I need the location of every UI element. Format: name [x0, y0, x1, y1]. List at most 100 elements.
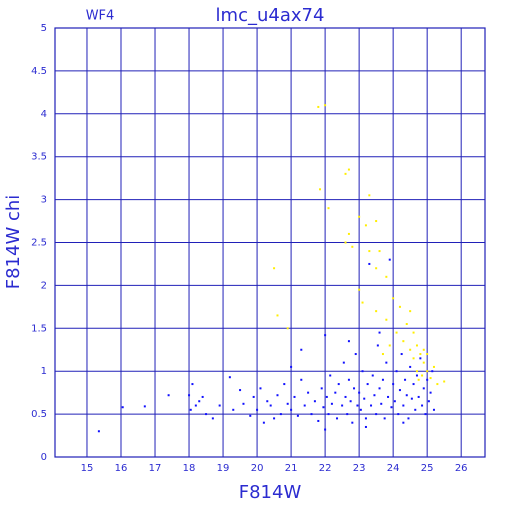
y-tick-label: 3 [41, 195, 47, 206]
point [427, 400, 430, 403]
point [378, 331, 381, 334]
point [256, 408, 259, 411]
point [259, 387, 262, 390]
point [383, 417, 386, 420]
point [351, 421, 354, 424]
point [303, 404, 306, 407]
point [443, 380, 446, 383]
point [429, 377, 432, 380]
point [373, 394, 376, 397]
point [143, 405, 146, 408]
point [436, 383, 439, 386]
point [366, 383, 369, 386]
point [380, 402, 383, 405]
point [286, 327, 289, 330]
point [395, 370, 398, 373]
point [432, 408, 435, 411]
point [317, 419, 320, 422]
point [409, 310, 412, 313]
point [410, 397, 413, 400]
point [415, 344, 418, 347]
point [426, 353, 429, 356]
point [324, 104, 327, 107]
point [358, 288, 361, 291]
y-tick-label: 0 [41, 452, 47, 463]
point [414, 408, 417, 411]
point [344, 172, 347, 175]
point [191, 383, 194, 386]
point [388, 344, 391, 347]
point [392, 297, 395, 300]
point [388, 258, 391, 261]
point [422, 387, 425, 390]
point [422, 361, 425, 364]
point [269, 404, 272, 407]
point [385, 275, 388, 278]
x-tick-label: 21 [285, 463, 298, 474]
point [393, 400, 396, 403]
point [293, 395, 296, 398]
point [276, 394, 279, 397]
point [381, 353, 384, 356]
point [397, 413, 400, 416]
point [336, 417, 339, 420]
point [327, 207, 330, 210]
point [370, 404, 373, 407]
point [409, 348, 412, 351]
point [347, 168, 350, 171]
point [201, 395, 204, 398]
point [300, 348, 303, 351]
point [400, 353, 403, 356]
point [347, 340, 350, 343]
x-tick-label: 19 [217, 463, 230, 474]
point [368, 194, 371, 197]
point [327, 413, 330, 416]
point [313, 400, 316, 403]
point [378, 250, 381, 253]
point [432, 365, 435, 368]
point [198, 400, 201, 403]
point [300, 378, 303, 381]
point [330, 402, 333, 405]
x-tick-label: 16 [115, 463, 128, 474]
x-tick-label: 20 [251, 463, 264, 474]
point [310, 413, 313, 416]
point [376, 344, 379, 347]
point [353, 387, 356, 390]
point [334, 391, 337, 394]
point [421, 374, 424, 377]
x-tick-label: 17 [149, 463, 162, 474]
point [426, 378, 429, 381]
point [395, 331, 398, 334]
x-tick-label: 26 [455, 463, 468, 474]
point [358, 215, 361, 218]
point [188, 394, 191, 397]
x-tick-label: 24 [387, 463, 400, 474]
x-tick-label: 18 [183, 463, 196, 474]
point [368, 250, 371, 253]
point [296, 414, 299, 417]
point [252, 395, 255, 398]
point [239, 389, 242, 392]
point [351, 245, 354, 248]
point [358, 391, 361, 394]
point [405, 323, 408, 326]
point [249, 414, 252, 417]
point [402, 340, 405, 343]
point [404, 378, 407, 381]
y-tick-label: 5 [41, 23, 47, 34]
point [341, 404, 344, 407]
point [121, 406, 124, 409]
point [385, 318, 388, 321]
y-tick-label: 2.5 [31, 238, 47, 249]
point [381, 378, 384, 381]
point [342, 361, 345, 364]
point [319, 188, 322, 191]
point [424, 413, 427, 416]
point [337, 383, 340, 386]
point [242, 402, 245, 405]
point [290, 408, 293, 411]
point [385, 361, 388, 364]
